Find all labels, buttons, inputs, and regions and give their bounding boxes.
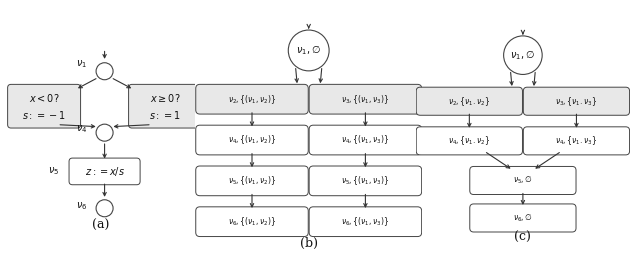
- FancyBboxPatch shape: [196, 207, 308, 237]
- Text: $\nu_4, \{\nu_1.\nu_3\}$: $\nu_4, \{\nu_1.\nu_3\}$: [555, 134, 598, 147]
- Text: $\nu_5, \{(\nu_1,\nu_2)\}$: $\nu_5, \{(\nu_1,\nu_2)\}$: [228, 175, 276, 187]
- Text: (c): (c): [515, 231, 531, 244]
- Circle shape: [96, 200, 113, 217]
- Text: $z := x/s$: $z := x/s$: [84, 165, 125, 178]
- Text: $\nu_5$: $\nu_5$: [48, 166, 59, 177]
- Text: $\nu_5, \emptyset$: $\nu_5, \emptyset$: [513, 175, 533, 186]
- FancyBboxPatch shape: [470, 204, 576, 232]
- Text: $\nu_2, \{(\nu_1,\nu_2)\}$: $\nu_2, \{(\nu_1,\nu_2)\}$: [228, 93, 276, 106]
- FancyBboxPatch shape: [309, 125, 421, 155]
- FancyBboxPatch shape: [196, 84, 308, 114]
- Text: $\nu_1, \emptyset$: $\nu_1, \emptyset$: [296, 44, 321, 57]
- FancyBboxPatch shape: [196, 166, 308, 196]
- Text: $\nu_4, \{(\nu_1,\nu_2)\}$: $\nu_4, \{(\nu_1,\nu_2)\}$: [228, 134, 276, 146]
- Circle shape: [96, 124, 113, 141]
- Text: $s := -1$: $s := -1$: [23, 109, 66, 121]
- FancyBboxPatch shape: [196, 125, 308, 155]
- Text: $\nu_3, \{\nu_1.\nu_3\}$: $\nu_3, \{\nu_1.\nu_3\}$: [555, 95, 598, 108]
- Text: $\nu_3$: $\nu_3$: [214, 100, 224, 112]
- FancyBboxPatch shape: [524, 87, 629, 115]
- Text: $\nu_4, \{\nu_1.\nu_2\}$: $\nu_4, \{\nu_1.\nu_2\}$: [448, 134, 491, 147]
- Text: $\nu_6, \emptyset$: $\nu_6, \emptyset$: [513, 212, 533, 224]
- Text: $\nu_2, \{\nu_1.\nu_2\}$: $\nu_2, \{\nu_1.\nu_2\}$: [448, 95, 491, 108]
- Text: $\nu_4$: $\nu_4$: [76, 123, 88, 135]
- Circle shape: [96, 63, 113, 80]
- FancyBboxPatch shape: [524, 127, 629, 155]
- Text: $x \geq 0?$: $x \geq 0?$: [150, 92, 180, 104]
- Text: $\nu_6, \{(\nu_1,\nu_3)\}$: $\nu_6, \{(\nu_1,\nu_3)\}$: [341, 215, 389, 228]
- Text: $\nu_1, \emptyset$: $\nu_1, \emptyset$: [510, 48, 536, 62]
- FancyBboxPatch shape: [309, 84, 421, 114]
- Text: $x < 0?$: $x < 0?$: [29, 92, 59, 104]
- Text: $\nu_6, \{(\nu_1,\nu_2)\}$: $\nu_6, \{(\nu_1,\nu_2)\}$: [228, 215, 276, 228]
- Text: $\nu_3, \{(\nu_1,\nu_3)\}$: $\nu_3, \{(\nu_1,\nu_3)\}$: [341, 93, 389, 106]
- Text: $s := 1$: $s := 1$: [149, 109, 181, 121]
- Circle shape: [503, 36, 542, 75]
- Circle shape: [289, 30, 329, 71]
- FancyBboxPatch shape: [416, 87, 522, 115]
- Text: (b): (b): [300, 237, 318, 250]
- FancyBboxPatch shape: [8, 84, 81, 128]
- Text: (a): (a): [92, 219, 110, 232]
- FancyBboxPatch shape: [309, 207, 421, 237]
- Text: $\nu_6$: $\nu_6$: [76, 201, 88, 212]
- FancyBboxPatch shape: [470, 166, 576, 195]
- FancyBboxPatch shape: [309, 166, 421, 196]
- Text: $\nu_4, \{(\nu_1,\nu_3)\}$: $\nu_4, \{(\nu_1,\nu_3)\}$: [341, 134, 389, 146]
- FancyBboxPatch shape: [416, 127, 522, 155]
- FancyBboxPatch shape: [129, 84, 202, 128]
- Text: $\nu_1$: $\nu_1$: [76, 58, 88, 70]
- FancyBboxPatch shape: [69, 158, 140, 185]
- Text: $\nu_5, \{(\nu_1,\nu_3)\}$: $\nu_5, \{(\nu_1,\nu_3)\}$: [341, 175, 389, 187]
